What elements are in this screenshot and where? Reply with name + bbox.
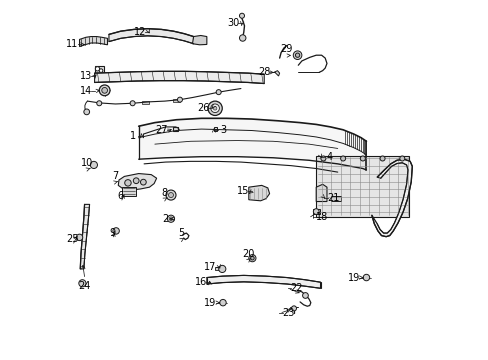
Circle shape — [83, 109, 89, 115]
Circle shape — [313, 209, 319, 215]
Polygon shape — [142, 101, 149, 104]
Text: 8: 8 — [162, 188, 167, 198]
Circle shape — [250, 256, 254, 260]
Polygon shape — [122, 187, 136, 196]
Circle shape — [140, 179, 146, 185]
Polygon shape — [316, 156, 408, 217]
Circle shape — [95, 67, 100, 71]
Text: 9: 9 — [109, 228, 115, 238]
Circle shape — [239, 35, 245, 41]
Circle shape — [320, 156, 325, 161]
Text: 26: 26 — [197, 103, 209, 113]
Circle shape — [167, 215, 174, 222]
Text: 17: 17 — [204, 262, 216, 272]
Circle shape — [363, 274, 369, 281]
Circle shape — [293, 51, 301, 59]
Polygon shape — [109, 29, 193, 44]
Circle shape — [113, 228, 119, 234]
Text: 28: 28 — [258, 67, 270, 77]
Circle shape — [79, 280, 86, 287]
Text: 29: 29 — [280, 44, 292, 54]
Text: 4: 4 — [326, 152, 332, 162]
Circle shape — [399, 156, 404, 161]
Text: 6: 6 — [118, 191, 123, 201]
Circle shape — [360, 156, 365, 161]
Polygon shape — [371, 159, 411, 237]
Text: 19: 19 — [347, 273, 359, 283]
Polygon shape — [248, 185, 269, 201]
Text: 15: 15 — [236, 186, 248, 197]
Polygon shape — [118, 174, 156, 190]
Text: 27: 27 — [155, 125, 167, 135]
Circle shape — [169, 217, 172, 221]
Polygon shape — [94, 66, 104, 73]
Circle shape — [302, 293, 308, 298]
Circle shape — [295, 53, 299, 57]
Text: 2: 2 — [162, 214, 168, 224]
Text: 24: 24 — [79, 281, 91, 291]
Text: 14: 14 — [80, 86, 92, 96]
Circle shape — [210, 104, 219, 113]
Text: 20: 20 — [242, 248, 254, 258]
Polygon shape — [94, 71, 264, 84]
Text: 1: 1 — [129, 131, 135, 141]
Text: 18: 18 — [315, 212, 327, 221]
Circle shape — [133, 178, 139, 184]
Polygon shape — [172, 99, 180, 102]
Circle shape — [168, 193, 173, 198]
Text: 21: 21 — [326, 193, 339, 203]
Text: 11: 11 — [66, 40, 79, 49]
Circle shape — [239, 13, 244, 18]
Circle shape — [248, 255, 255, 262]
Polygon shape — [330, 196, 340, 201]
Polygon shape — [214, 127, 216, 131]
Circle shape — [124, 180, 131, 186]
Polygon shape — [80, 37, 107, 46]
Text: 7: 7 — [112, 171, 118, 181]
Circle shape — [218, 265, 225, 273]
Text: 3: 3 — [220, 125, 225, 135]
Text: 30: 30 — [226, 18, 239, 28]
Circle shape — [177, 97, 182, 102]
Text: 13: 13 — [80, 71, 92, 81]
Polygon shape — [139, 118, 366, 170]
Text: 16: 16 — [194, 277, 206, 287]
Text: 25: 25 — [66, 234, 79, 244]
Text: 5: 5 — [178, 228, 184, 238]
Circle shape — [340, 156, 345, 161]
Polygon shape — [192, 36, 206, 45]
Circle shape — [219, 300, 226, 306]
Polygon shape — [80, 204, 89, 269]
Text: 19: 19 — [204, 298, 216, 308]
Text: 23: 23 — [282, 309, 294, 318]
Circle shape — [97, 101, 102, 106]
Circle shape — [207, 101, 222, 116]
Circle shape — [165, 190, 176, 200]
Circle shape — [99, 85, 110, 96]
Polygon shape — [173, 127, 178, 131]
Circle shape — [99, 69, 102, 72]
Circle shape — [291, 306, 296, 311]
Text: 12: 12 — [133, 27, 146, 37]
Polygon shape — [313, 210, 319, 214]
Circle shape — [379, 156, 384, 161]
Polygon shape — [206, 275, 320, 288]
Polygon shape — [316, 184, 326, 202]
Text: 22: 22 — [290, 283, 302, 293]
Circle shape — [90, 161, 97, 168]
Circle shape — [102, 87, 107, 93]
Text: 10: 10 — [81, 158, 93, 168]
Polygon shape — [273, 71, 279, 76]
Polygon shape — [215, 267, 219, 270]
Circle shape — [130, 101, 135, 106]
Circle shape — [213, 107, 217, 110]
Circle shape — [76, 234, 82, 240]
Circle shape — [216, 90, 221, 95]
